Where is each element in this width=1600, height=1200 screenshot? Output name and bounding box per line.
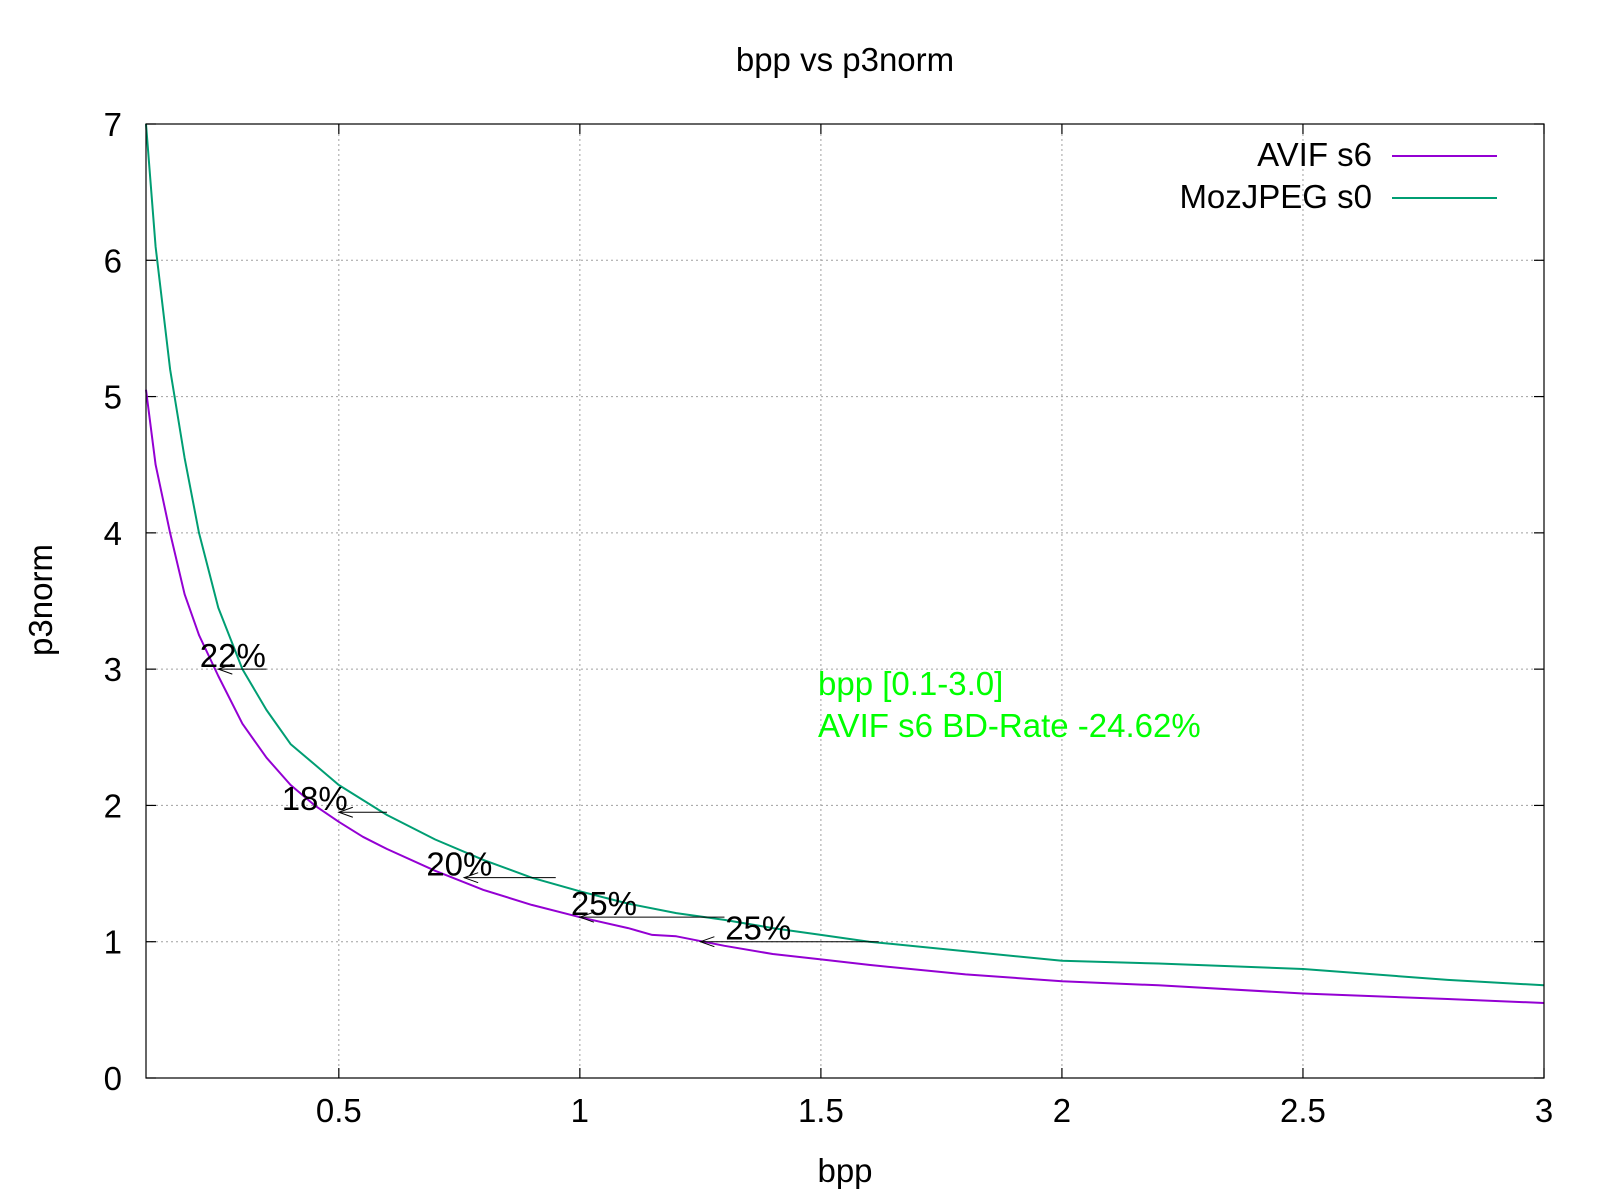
annotation-arrow-head [216,663,233,675]
series-line-avif-s6 [145,389,1545,1004]
info-range-text: bpp [0.1-3.0] [818,665,1003,702]
annotation-arrow-head [698,936,715,948]
x-tick-label: 1 [571,1092,589,1129]
annotation-label: 18% [282,780,348,817]
grid-lines [146,124,1544,1078]
y-tick-label: 3 [104,651,122,688]
y-tick-label: 4 [104,515,122,552]
annotation-label: 20% [426,846,492,883]
x-tick-label: 2 [1053,1092,1071,1129]
y-tick-label: 5 [104,379,122,416]
y-axis-label: p3norm [22,544,59,656]
series-lines [145,123,1545,1004]
x-tick-label: 3 [1535,1092,1553,1129]
y-tick-label: 0 [104,1060,122,1097]
axis-ticks: 0.5 1 1.5 2 2.5 3 0 1 2 3 4 5 6 7 [104,106,1554,1129]
legend: AVIF s6 MozJPEG s0 [1179,136,1497,215]
chart-title: bpp vs p3norm [736,41,954,78]
annotation-arrow-head [337,806,353,818]
plot-frame [145,123,1545,1079]
x-tick-label: 2.5 [1280,1092,1326,1129]
annotation-label: 25% [725,910,791,947]
annotation-arrow-head [462,872,479,884]
x-tick-label: 0.5 [316,1092,362,1129]
bd-annotations: 22% 18% 20% 25% 25% [200,637,879,948]
y-tick-label: 6 [104,242,122,279]
annotation-label: 22% [200,637,266,674]
legend-label-avif: AVIF s6 [1257,136,1372,173]
annotation-label: 25% [571,885,637,922]
x-axis-label: bpp [817,1152,872,1189]
x-tick-label: 1.5 [798,1092,844,1129]
series-line-mozjpeg-s0 [145,123,1545,987]
bd-rate-info: bpp [0.1-3.0] AVIF s6 BD-Rate -24.62% [818,665,1201,744]
legend-label-mozjpeg: MozJPEG s0 [1179,178,1372,215]
info-bdrate-text: AVIF s6 BD-Rate -24.62% [818,707,1201,744]
y-tick-label: 2 [104,787,122,824]
y-tick-label: 7 [104,106,122,143]
annotation-arrow-head [578,911,595,923]
y-tick-label: 1 [104,924,122,961]
